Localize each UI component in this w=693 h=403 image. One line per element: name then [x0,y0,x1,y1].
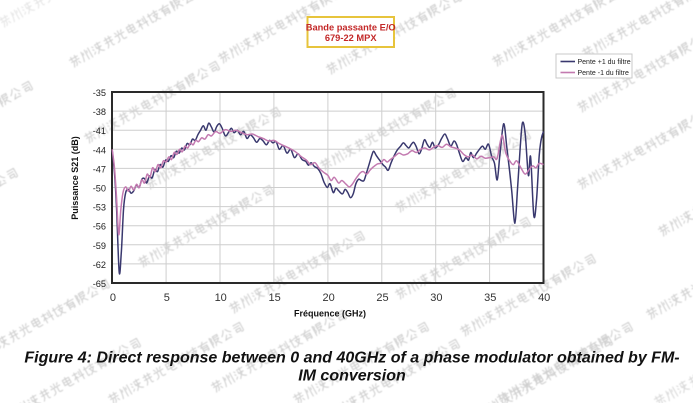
svg-text:0: 0 [110,292,116,304]
svg-text:-62: -62 [93,260,106,270]
svg-text:Fréquence (GHz): Fréquence (GHz) [294,309,366,319]
svg-text:Bande passante E/O: Bande passante E/O [306,23,396,33]
svg-text:-41: -41 [93,126,106,136]
svg-text:679-22 MPX: 679-22 MPX [325,33,377,43]
svg-text:-47: -47 [93,164,106,174]
svg-text:-59: -59 [93,241,106,251]
svg-text:Figure 4: Direct response betw: Figure 4: Direct response between 0 and … [24,349,679,366]
svg-text:40: 40 [538,292,550,304]
svg-text:15: 15 [268,292,280,304]
svg-text:Pente -1 du filtre: Pente -1 du filtre [578,70,629,77]
svg-text:30: 30 [430,292,442,304]
svg-text:5: 5 [164,292,170,304]
svg-text:-56: -56 [93,222,106,232]
svg-text:-53: -53 [93,203,106,213]
svg-text:-50: -50 [93,184,106,194]
svg-text:25: 25 [376,292,388,304]
svg-text:20: 20 [322,292,334,304]
svg-text:-38: -38 [93,107,106,117]
svg-text:-65: -65 [93,279,106,289]
svg-text:Puissance S21 (dB): Puissance S21 (dB) [70,136,80,220]
svg-text:IM conversion: IM conversion [298,367,406,384]
svg-text:10: 10 [215,292,227,304]
svg-text:35: 35 [484,292,496,304]
svg-text:-35: -35 [93,88,106,98]
svg-text:-44: -44 [93,145,106,155]
svg-text:Pente +1 du filtre: Pente +1 du filtre [578,59,631,66]
